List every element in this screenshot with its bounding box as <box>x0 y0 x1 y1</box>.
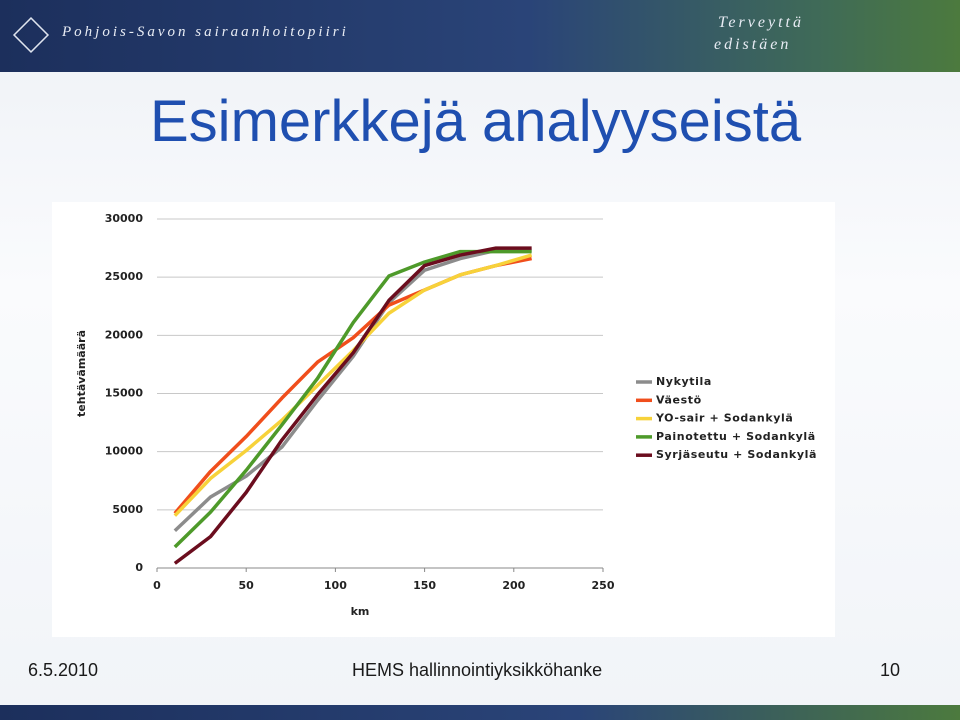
bottom-bar <box>0 705 960 720</box>
chart: 0 5000 10000 15000 20000 25000 30000 0 50 100 150 2… <box>75 212 817 618</box>
legend-label: YO-sair + Sodankylä <box>655 412 793 425</box>
series-line <box>173 249 532 549</box>
banner: Pohjois-Savon sairaanhoitopiiri Terveytt… <box>0 0 960 72</box>
page-number: 10 <box>880 660 901 680</box>
x-tick-label: 50 <box>239 579 255 592</box>
x-tick-label: 0 <box>153 579 161 592</box>
y-tick-label: 5000 <box>112 503 143 516</box>
legend-label: Nykytila <box>656 375 712 388</box>
project: HEMS hallinnointiyksikköhanke <box>352 660 603 680</box>
x-tick-label: 150 <box>413 579 436 592</box>
series-line <box>173 256 532 515</box>
series-line <box>173 246 532 565</box>
y-tick-label: 15000 <box>105 387 144 400</box>
legend-label: Syrjäseutu + Sodankylä <box>656 448 817 461</box>
x-tick-label: 100 <box>324 579 347 592</box>
x-tick-label: 250 <box>592 579 615 592</box>
y-tick-label: 20000 <box>105 328 144 341</box>
slogan: Terveyttä edistäen <box>714 12 804 56</box>
legend-label: Väestö <box>656 393 702 406</box>
y-tick-label: 25000 <box>105 270 144 283</box>
date: 6.5.2010 <box>28 660 99 680</box>
y-tick-label: 10000 <box>105 445 144 458</box>
y-axis-label: tehtävämäärä <box>75 330 88 417</box>
y-tick-label: 0 <box>135 561 143 574</box>
slogan-line: Terveyttä <box>718 14 804 31</box>
chart-area: 0 5000 10000 15000 20000 25000 30000 0 50 100 150 2… <box>52 202 835 637</box>
logo <box>12 16 50 54</box>
series-line <box>173 253 533 517</box>
x-axis-label: km <box>351 605 370 618</box>
legend-label: Painotettu + Sodankylä <box>656 430 816 443</box>
organization: Pohjois-Savon sairaanhoitopiiri <box>62 24 349 40</box>
y-tick-label: 30000 <box>105 212 144 225</box>
slide-title: Esimerkkejä analyyseistä <box>150 89 802 154</box>
slogan-line: edistäen <box>714 36 792 53</box>
x-tick-label: 200 <box>502 579 525 592</box>
